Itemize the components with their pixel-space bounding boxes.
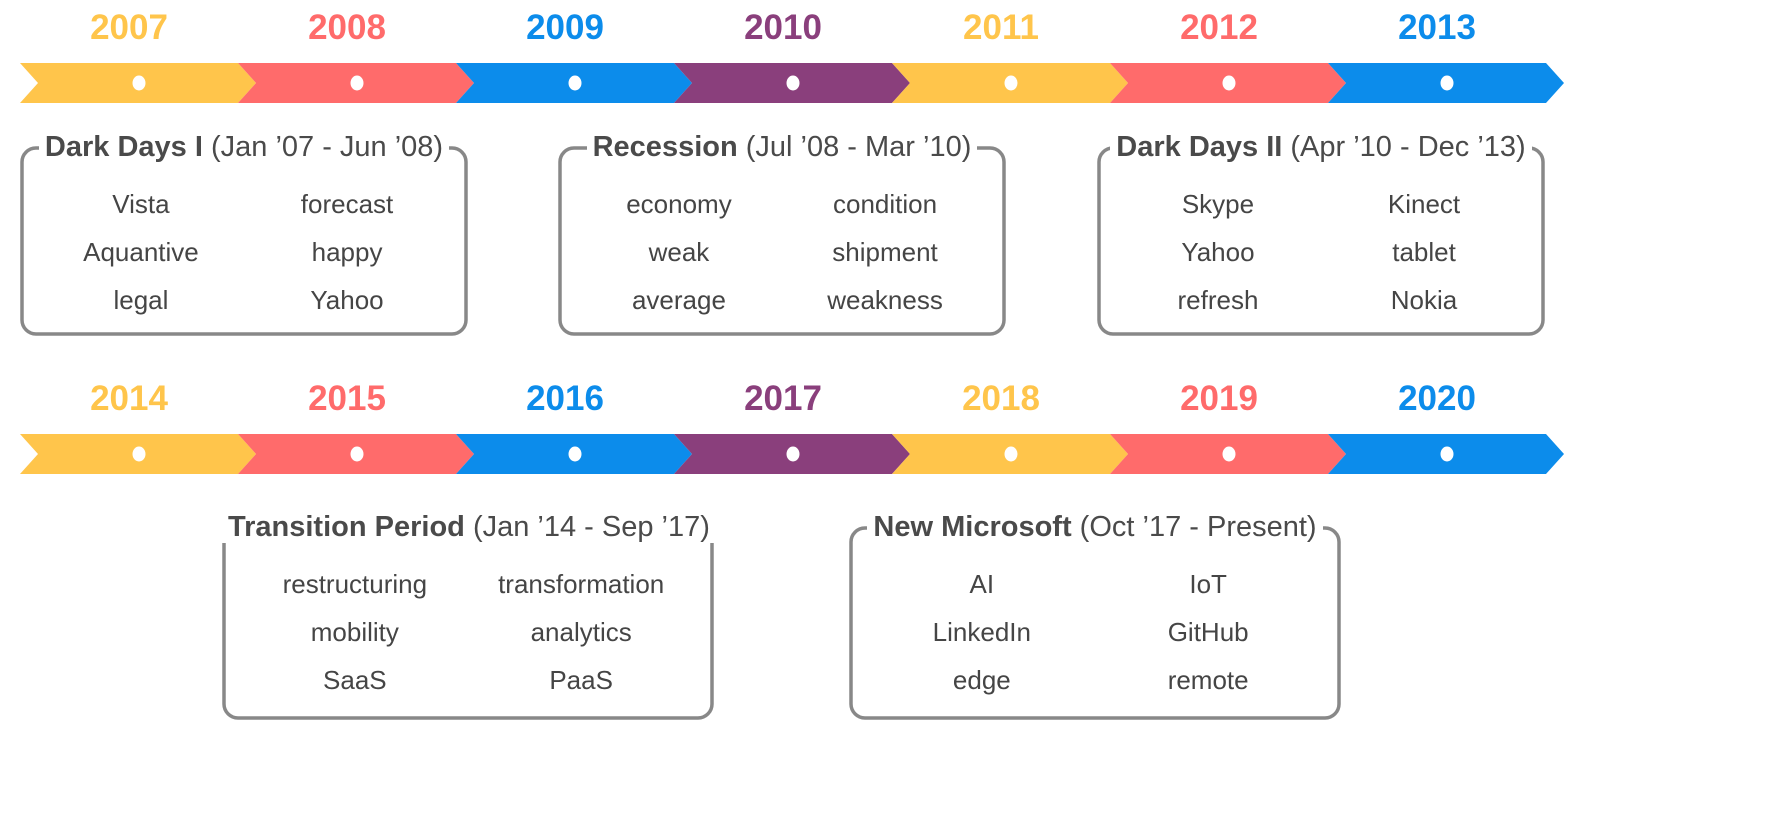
period-range: (Apr ’10 - Dec ’13) (1290, 131, 1526, 163)
keyword: Vista (112, 189, 170, 219)
period-title-text: Recession (Jul ’08 - Mar ’10) (586, 131, 978, 163)
period-title-text: New Microsoft (Oct ’17 - Present) (867, 511, 1323, 543)
year-marker-dot (1004, 75, 1018, 91)
period-title: New Microsoft (Oct ’17 - Present) (849, 507, 1341, 547)
year-label: 2017 (744, 379, 822, 418)
period-range: (Jan ’14 - Sep ’17) (472, 511, 710, 543)
year-label: 2019 (1180, 379, 1258, 418)
keyword: Kinect (1387, 189, 1461, 219)
keyword: GitHub (1167, 617, 1249, 647)
year-label: 2016 (526, 379, 604, 418)
keyword: weakness (827, 285, 943, 315)
keyword: weak (648, 237, 710, 267)
period-name: Transition Period (228, 511, 465, 543)
year-marker-dot (1440, 446, 1454, 462)
period-name: Recession (592, 131, 738, 163)
period-title: Dark Days II (Apr ’10 - Dec ’13) (1097, 127, 1545, 167)
year-marker-dot (568, 75, 582, 91)
keyword: legal (113, 285, 169, 315)
keyword: transformation (498, 569, 665, 599)
keyword: Yahoo (310, 285, 384, 315)
period-title: Transition Period (Jan ’14 - Sep ’17) (222, 507, 716, 547)
keyword: Nokia (1390, 285, 1458, 315)
year-label: 2018 (962, 379, 1040, 418)
year-label: 2014 (90, 379, 168, 418)
keyword: economy (626, 189, 732, 219)
year-marker-dot (786, 446, 800, 462)
keyword: PaaS (549, 665, 613, 695)
keyword: refresh (1177, 285, 1259, 315)
keyword: IoT (1189, 569, 1227, 599)
keyword: edge (952, 665, 1011, 695)
period-box: Transition Period (Jan ’14 - Sep ’17) res… (222, 511, 716, 720)
keyword: happy (311, 237, 383, 267)
year-label: 2013 (1398, 8, 1476, 47)
period-title-text: Transition Period (Jan ’14 - Sep ’17) (222, 511, 716, 543)
year-label: 2020 (1398, 379, 1476, 418)
period-range: (Jan ’07 - Jun ’08) (210, 131, 444, 163)
year-marker-dot (1222, 446, 1236, 462)
period-box: New Microsoft (Oct ’17 - Present) AI IoT Li… (849, 511, 1341, 720)
keyword: condition (832, 189, 938, 219)
year-label: 2009 (526, 8, 604, 47)
year-label: 2011 (963, 8, 1039, 47)
period-name: New Microsoft (873, 511, 1072, 543)
keyword: tablet (1392, 237, 1456, 267)
period-box: Recession (Jul ’08 - Mar ’10) economy cond… (558, 131, 1006, 336)
year-marker-dot (350, 446, 364, 462)
period-range: (Oct ’17 - Present) (1079, 511, 1317, 543)
keyword: shipment (832, 237, 938, 267)
year-marker-dot (1004, 446, 1018, 462)
year-label: 2007 (90, 8, 168, 47)
year-marker-dot (132, 446, 146, 462)
keyword: average (631, 285, 726, 315)
keyword: Skype (1181, 189, 1255, 219)
year-marker-dot (1440, 75, 1454, 91)
timeline-arrow-bar (20, 63, 1564, 103)
year-marker-dot (132, 75, 146, 91)
period-box: Dark Days I (Jan ’07 - Jun ’08) Vista fore… (20, 131, 468, 336)
keyword: SaaS (323, 665, 387, 695)
period-name: Dark Days I (44, 131, 203, 163)
timeline-arrow-bar (20, 434, 1564, 474)
keyword: remote (1167, 665, 1249, 695)
keyword: Aquantive (83, 237, 199, 267)
period-name: Dark Days II (1116, 131, 1283, 163)
year-label: 2015 (308, 379, 386, 418)
year-marker-dot (350, 75, 364, 91)
keyword: Yahoo (1181, 237, 1255, 267)
period-range: (Jul ’08 - Mar ’10) (745, 131, 972, 163)
year-label: 2010 (744, 8, 822, 47)
keyword: forecast (300, 189, 394, 219)
period-title: Recession (Jul ’08 - Mar ’10) (558, 127, 1006, 167)
year-marker-dot (786, 75, 800, 91)
keyword: LinkedIn (932, 617, 1031, 647)
keyword: restructuring (282, 569, 428, 599)
year-marker-dot (1222, 75, 1236, 91)
keyword: analytics (530, 617, 632, 647)
year-label: 2008 (308, 8, 386, 47)
year-marker-dot (568, 446, 582, 462)
period-box: Dark Days II (Apr ’10 - Dec ’13) Skype Kin… (1097, 131, 1545, 336)
keyword: mobility (310, 617, 399, 647)
keyword: AI (969, 569, 995, 599)
period-title-text: Dark Days II (Apr ’10 - Dec ’13) (1110, 131, 1532, 163)
period-title: Dark Days I (Jan ’07 - Jun ’08) (20, 127, 468, 167)
year-label: 2012 (1180, 8, 1258, 47)
period-title-text: Dark Days I (Jan ’07 - Jun ’08) (38, 131, 450, 163)
